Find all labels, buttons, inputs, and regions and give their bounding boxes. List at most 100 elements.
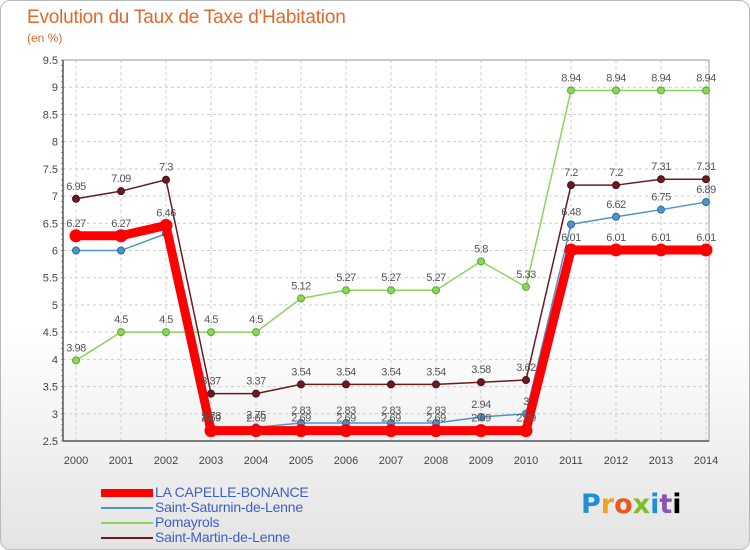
series-2-point <box>297 294 305 303</box>
data-label: 7.2 <box>609 167 623 179</box>
series-0-point <box>699 243 713 257</box>
series-0-point <box>429 424 443 438</box>
y-tick-label: 2.5 <box>43 436 58 448</box>
series-0-point <box>339 424 353 438</box>
series-3-point <box>387 380 395 389</box>
data-label: 4.5 <box>114 314 128 326</box>
x-tick-label: 2000 <box>64 455 88 467</box>
series-3-point <box>477 378 485 387</box>
legend-swatch <box>101 537 153 539</box>
legend-label: LA CAPELLE-BONANCE <box>155 484 309 500</box>
series-0-point <box>249 424 263 438</box>
legend-swatch <box>101 522 153 524</box>
y-tick-label: 6.5 <box>43 218 58 230</box>
data-label: 6.89 <box>696 184 716 196</box>
series-1-point <box>702 198 710 207</box>
y-tick-label: 8.5 <box>43 109 58 121</box>
data-label: 2.73 <box>201 410 221 422</box>
data-label: 2.69 <box>516 413 536 425</box>
data-label: 8.94 <box>561 72 581 84</box>
y-tick-label: 5.5 <box>43 273 58 285</box>
series-1-point <box>657 205 665 214</box>
series-0-point <box>159 218 173 232</box>
series-2-point <box>657 86 665 95</box>
series-3-point <box>117 187 125 196</box>
y-tick-label: 4 <box>52 354 58 366</box>
x-tick-label: 2005 <box>289 455 313 467</box>
series-2-point <box>387 286 395 295</box>
data-label: 8.94 <box>651 72 671 84</box>
y-tick-label: 8 <box>52 137 58 149</box>
series-3-point <box>657 175 665 184</box>
y-tick-label: 4.5 <box>43 327 58 339</box>
y-tick-label: 3.5 <box>43 382 58 394</box>
data-label: 6.48 <box>561 206 581 218</box>
series-1-point <box>567 220 575 229</box>
series-2-point <box>342 286 350 295</box>
data-label: 2.69 <box>246 413 266 425</box>
data-label: 5.12 <box>291 280 311 292</box>
series-3-point <box>252 389 260 398</box>
data-label: 6.27 <box>111 218 131 230</box>
data-label: 7.3 <box>159 162 173 174</box>
series-1-point <box>612 212 620 221</box>
series-3-point <box>162 175 170 184</box>
series-3-point <box>432 380 440 389</box>
x-tick-label: 2006 <box>334 455 358 467</box>
series-0-point <box>474 424 488 438</box>
data-label: 7.2 <box>564 167 578 179</box>
series-0-point <box>609 243 623 257</box>
series-3-point <box>342 380 350 389</box>
series-2-point <box>567 86 575 95</box>
legend-item: Pomayrols <box>101 514 401 531</box>
x-tick-label: 2014 <box>694 455 718 467</box>
x-tick-label: 2013 <box>649 455 673 467</box>
x-tick-label: 2010 <box>514 455 538 467</box>
data-label: 2.94 <box>471 399 491 411</box>
data-label: 2.69 <box>291 413 311 425</box>
series-2-point <box>702 86 710 95</box>
data-label: 3.62 <box>516 362 536 374</box>
data-label: 5.27 <box>336 272 356 284</box>
data-label: 4.5 <box>159 314 173 326</box>
y-tick-label: 9 <box>52 82 58 94</box>
series-2-point <box>477 257 485 266</box>
series-2-point <box>117 328 125 337</box>
series-1-point <box>72 246 80 255</box>
data-label: 8.94 <box>606 72 626 84</box>
data-label: 3.58 <box>471 364 491 376</box>
data-label: 2.69 <box>381 413 401 425</box>
series-2-point <box>432 286 440 295</box>
legend-label: Saint-Martin-de-Lenne <box>155 529 291 545</box>
legend-item: Saint-Martin-de-Lenne <box>101 529 401 546</box>
data-label: 3.37 <box>246 376 266 388</box>
data-label: 6.01 <box>561 232 581 244</box>
data-label: 7.31 <box>696 161 716 173</box>
data-label: 6.01 <box>606 232 626 244</box>
y-tick-label: 7 <box>52 191 58 203</box>
data-label: 6.75 <box>651 192 671 204</box>
data-label: 3.54 <box>381 366 401 378</box>
x-tick-label: 2007 <box>379 455 403 467</box>
x-tick-label: 2008 <box>424 455 448 467</box>
series-2-point <box>612 86 620 95</box>
series-1-point <box>477 413 485 422</box>
data-label: 4.5 <box>204 314 218 326</box>
series-3-point <box>207 389 215 398</box>
series-2-point <box>162 328 170 337</box>
y-tick-label: 6 <box>52 246 58 258</box>
x-tick-label: 2011 <box>559 455 583 467</box>
data-label: 4.5 <box>249 314 263 326</box>
series-2-point <box>207 328 215 337</box>
data-label: 2.75 <box>246 409 266 421</box>
data-label: 2.69 <box>471 413 491 425</box>
legend-label: Pomayrols <box>155 514 220 530</box>
y-tick-label: 9.5 <box>43 55 58 67</box>
series-0-point <box>564 243 578 257</box>
data-label: 6.62 <box>606 199 626 211</box>
series-3-point <box>702 175 710 184</box>
series-2-point <box>522 282 530 291</box>
chart-subtitle: (en %) <box>27 31 63 45</box>
data-label: 2.83 <box>336 405 356 417</box>
data-label: 3 <box>523 396 529 408</box>
